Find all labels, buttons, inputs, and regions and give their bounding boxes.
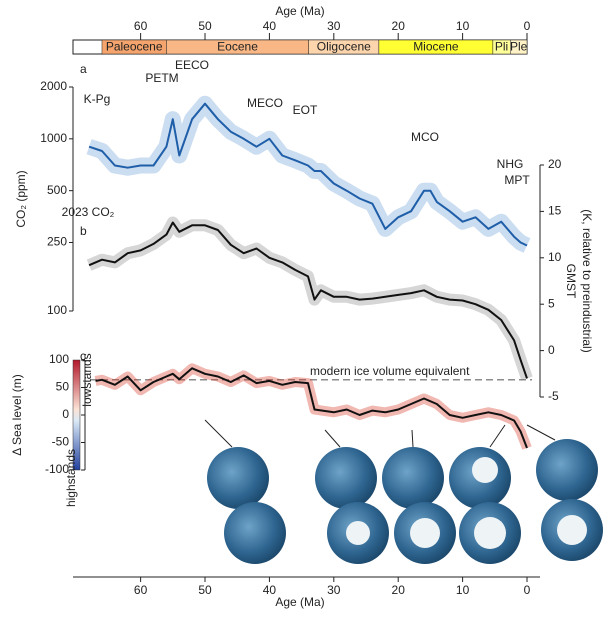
y-tick-label: 2000 xyxy=(40,79,67,93)
annotation: K-Pg xyxy=(84,92,111,106)
x-tick-label-top: 50 xyxy=(198,19,212,33)
panel-label: a xyxy=(80,62,87,76)
y-tick-label: -100 xyxy=(45,462,69,476)
y-axis-title: Δ Sea level (m) xyxy=(10,374,24,455)
x-tick-label-top: 20 xyxy=(392,19,406,33)
annotation: NHG xyxy=(497,157,524,171)
annotation: MCO xyxy=(411,130,439,144)
reference-label: modern ice volume equivalent xyxy=(310,364,470,378)
annotation: MPT xyxy=(504,173,530,187)
panel-label: c xyxy=(80,349,86,363)
y-tick-label: 500 xyxy=(47,183,67,197)
y2-tick-label: -5 xyxy=(548,389,559,403)
epoch-label: Paleocene xyxy=(106,40,163,54)
data-line xyxy=(95,367,528,449)
data-line xyxy=(88,102,528,247)
x-tick-label-top: 30 xyxy=(327,19,341,33)
y-tick-label: 50 xyxy=(56,380,70,394)
y2-axis-title: (K, relative to preindustrial) xyxy=(580,209,594,352)
y2-tick-label: 0 xyxy=(548,343,555,357)
bottom-axis-title: Age (Ma) xyxy=(275,595,324,609)
epoch xyxy=(510,39,528,55)
uncertainty-band xyxy=(94,363,532,450)
y2-tick-label: 15 xyxy=(548,204,562,218)
annotation: MECO xyxy=(247,96,283,110)
colorbar xyxy=(72,359,81,471)
annotation: 2023 CO₂ xyxy=(62,205,115,219)
annotation: EECO xyxy=(175,58,209,72)
y-axis-title: CO₂ (ppm) xyxy=(14,170,28,227)
x-tick-label: 30 xyxy=(327,583,341,597)
x-tick-label-top: 0 xyxy=(524,19,531,33)
x-tick-label-top: 40 xyxy=(263,19,277,33)
x-tick-label: 10 xyxy=(456,583,470,597)
x-tick-label: 60 xyxy=(134,583,148,597)
x-tick-label-top: 10 xyxy=(456,19,470,33)
y2-tick-label: 10 xyxy=(548,250,562,264)
y2-tick-label: 5 xyxy=(548,296,555,310)
x-tick-label: 50 xyxy=(198,583,212,597)
epoch-label: Pli xyxy=(495,40,508,54)
y2-tick-label: 20 xyxy=(548,157,562,171)
annotation: PETM xyxy=(145,71,178,85)
x-tick-label: 20 xyxy=(392,583,406,597)
x-tick-label-top: 60 xyxy=(134,19,148,33)
epoch-label: Eocene xyxy=(217,40,258,54)
x-tick-label: 40 xyxy=(263,583,277,597)
y-tick-label: 1000 xyxy=(40,131,67,145)
y-tick-label: 100 xyxy=(47,303,67,317)
colorbar-label: highstands xyxy=(64,449,78,507)
epoch-label: Oligocene xyxy=(317,40,371,54)
x-tick-label: 0 xyxy=(524,583,531,597)
colorbar-label: lowstands xyxy=(80,353,94,406)
data-line xyxy=(88,221,528,379)
y2-axis-title: GMST xyxy=(564,264,578,299)
uncertainty-band xyxy=(86,95,531,253)
globes xyxy=(204,419,603,564)
epoch-label: Miocene xyxy=(413,40,459,54)
y-tick-label: 250 xyxy=(47,235,67,249)
panel-label: b xyxy=(80,224,87,238)
y-tick-label: 100 xyxy=(49,352,69,366)
y-tick-label: 0 xyxy=(62,407,69,421)
y-tick-label: -50 xyxy=(52,435,70,449)
annotation: EOT xyxy=(293,103,318,117)
top-axis-title: Age (Ma) xyxy=(275,4,324,18)
epoch-label: Ple xyxy=(510,40,528,54)
